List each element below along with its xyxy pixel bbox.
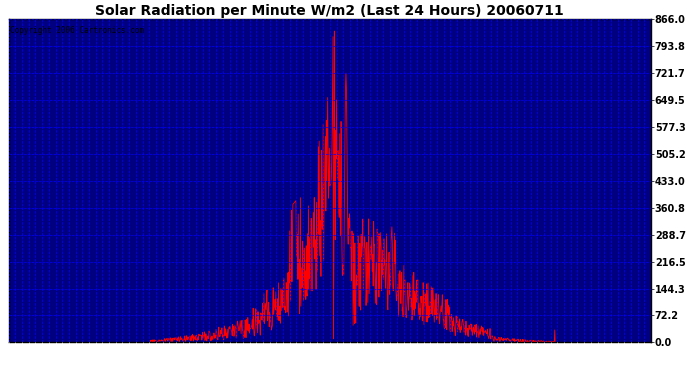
Title: Solar Radiation per Minute W/m2 (Last 24 Hours) 20060711: Solar Radiation per Minute W/m2 (Last 24…	[95, 4, 564, 18]
Text: Copyright 2006 Cartronics.com: Copyright 2006 Cartronics.com	[10, 26, 144, 35]
